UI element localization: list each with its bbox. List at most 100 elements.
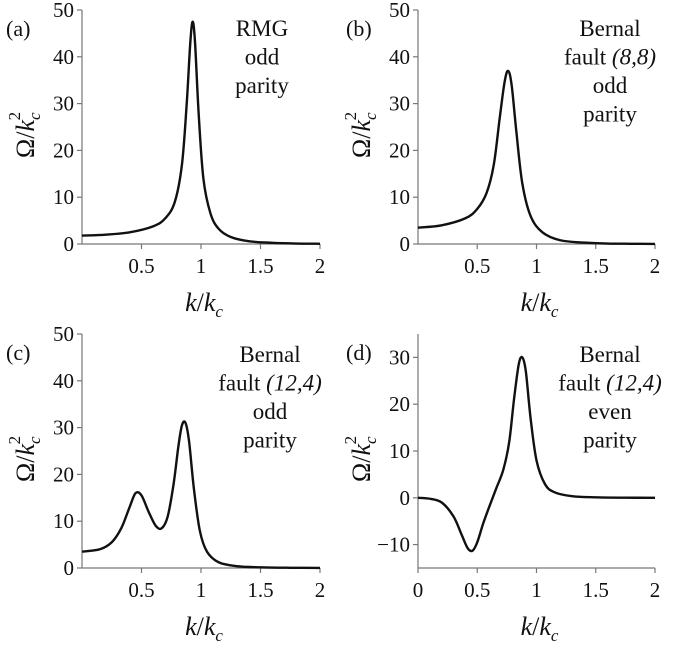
x-tick-label: 1.5 [247, 578, 273, 602]
annotation-text: Bernal [579, 16, 640, 41]
annotation-line: odd [253, 399, 288, 424]
x-axis-title-part: / [532, 612, 540, 641]
y-axis-title-part: 2 [341, 112, 360, 121]
x-axis-title-part: c [551, 626, 559, 645]
y-tick-label: 20 [389, 392, 410, 416]
x-tick-label: 2 [650, 578, 661, 602]
annotation-line: parity [243, 428, 297, 453]
y-tick-label: 0 [64, 556, 75, 580]
y-tick-label: 30 [53, 92, 74, 116]
y-axis-title-part: Ω [11, 463, 40, 482]
y-tick-label: 0 [400, 486, 411, 510]
x-axis-title: k/kc [521, 288, 559, 321]
x-tick-label: 0.5 [128, 578, 154, 602]
berry-curvature-line [417, 355, 656, 553]
annotation-text: odd [253, 399, 288, 424]
annotation-text: even [588, 399, 632, 424]
x-axis-title-part: k [521, 288, 533, 317]
x-axis-title-part: k [204, 288, 216, 317]
annotation-line: fault (12,4) [218, 371, 321, 396]
y-tick-label: 50 [53, 0, 74, 22]
x-axis-title-part: c [215, 302, 223, 321]
y-axis-title-part: k [11, 120, 40, 132]
annotation-line: even [588, 399, 632, 424]
panel-label: (d) [346, 340, 372, 365]
y-axis-title-part: c [25, 436, 44, 444]
x-tick-label: 1 [531, 254, 542, 278]
annotation-text: parity [583, 428, 637, 453]
annotation-text: (12,4) [606, 371, 662, 396]
annotation-text: parity [583, 102, 637, 127]
x-axis-title-part: k [185, 612, 197, 641]
panel-label: (a) [6, 16, 30, 41]
x-axis-title: k/kc [521, 612, 559, 645]
annotation-line: Bernal [239, 342, 300, 367]
y-tick-label: 10 [389, 439, 410, 463]
y-axis-title-part: / [11, 455, 40, 463]
y-tick-label: 30 [53, 416, 74, 440]
y-axis-title-part: Ω [11, 139, 40, 158]
annotation-text: odd [593, 73, 628, 98]
x-tick-label: 0.5 [464, 578, 490, 602]
annotation-text: (8,8) [612, 45, 656, 70]
y-tick-label: 20 [53, 462, 74, 486]
panel-label: (c) [6, 340, 30, 365]
y-axis-title-part: k [347, 444, 376, 456]
y-axis-title: Ω/kc2 [341, 436, 380, 482]
y-axis-title-part: Ω [347, 463, 376, 482]
panel-label: (b) [346, 16, 372, 41]
y-axis-title-part: 2 [341, 436, 360, 445]
x-axis-title-part: k [521, 612, 533, 641]
annotation-text: Bernal [239, 342, 300, 367]
berry-curvature-line [81, 20, 321, 245]
annotation-text: odd [245, 45, 280, 70]
x-axis-title-part: c [215, 626, 223, 645]
x-tick-label: 0 [413, 578, 424, 602]
x-axis-title-part: k [204, 612, 216, 641]
y-axis-title-part: Ω [347, 139, 376, 158]
annotation-line: odd [593, 73, 628, 98]
annotation-line: fault (8,8) [564, 45, 656, 70]
y-tick-label: 20 [53, 138, 74, 162]
x-tick-label: 1 [531, 578, 542, 602]
y-tick-label: 40 [53, 369, 74, 393]
y-axis-title-part: c [25, 112, 44, 120]
x-axis-title-part: / [532, 288, 540, 317]
berry-curvature-line [81, 420, 321, 570]
annotation-text: fault [564, 45, 612, 70]
annotation-text: (12,4) [266, 371, 322, 396]
x-tick-label: 0.5 [464, 254, 490, 278]
y-axis-title-part: 2 [5, 112, 24, 121]
y-axis-title-part: / [347, 455, 376, 463]
x-axis-title-part: / [197, 612, 205, 641]
y-tick-label: 50 [389, 0, 410, 22]
y-axis-title: Ω/kc2 [5, 112, 44, 158]
annotation-line: parity [583, 428, 637, 453]
annotation-text: parity [235, 73, 289, 98]
annotation-line: Bernal [579, 342, 640, 367]
x-axis-title-part: k [185, 288, 197, 317]
annotation-line: Bernal [579, 16, 640, 41]
x-tick-label: 2 [315, 254, 326, 278]
x-axis-title-part: k [539, 612, 551, 641]
y-tick-label: −10 [377, 533, 410, 557]
x-axis-title-part: k [539, 288, 551, 317]
chart-panel-3: 0 10 20 30 40 50 0.5 1 1.5 2 (c) Bernal fault (12,4)… [5, 322, 325, 645]
x-tick-label: 2 [315, 578, 326, 602]
x-axis-title: k/kc [185, 288, 223, 321]
y-axis-title: Ω/kc2 [341, 112, 380, 158]
y-tick-label: 0 [400, 232, 411, 256]
x-axis-title-part: / [197, 288, 205, 317]
y-tick-label: 30 [389, 92, 410, 116]
y-tick-label: 50 [53, 322, 74, 346]
y-axis-title-part: k [11, 444, 40, 456]
berry-curvature-line [417, 69, 656, 246]
annotation-line: RMG [236, 16, 288, 41]
annotation-text: RMG [236, 16, 288, 41]
x-tick-label: 0.5 [128, 254, 154, 278]
y-axis-title-part: / [11, 131, 40, 139]
y-tick-label: 30 [389, 345, 410, 369]
